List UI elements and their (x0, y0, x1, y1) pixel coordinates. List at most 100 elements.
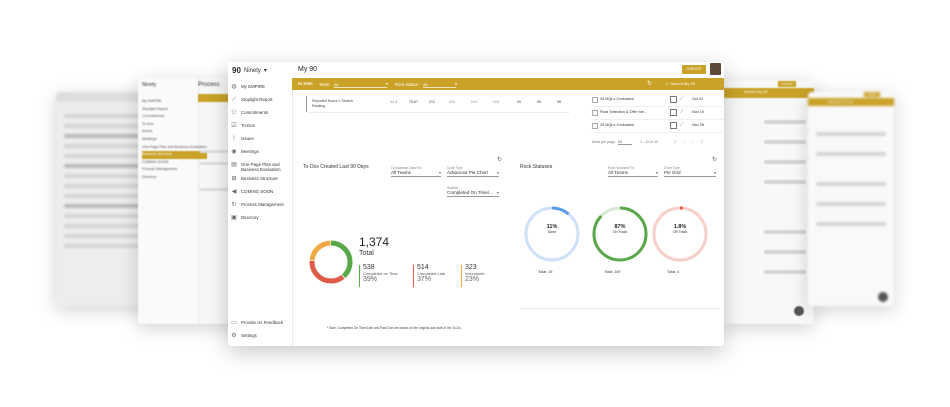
status-icon (670, 96, 677, 103)
topbar: My 90 CREATE (292, 62, 724, 78)
rock-name: 25 MQLs Contacted (600, 97, 634, 101)
sidebar-item-label: Settings (241, 333, 257, 338)
measurable-cell: 98 (557, 100, 561, 104)
trend-icon: ⟋ (680, 96, 684, 102)
gauge-status: Done (547, 230, 557, 234)
gauge-track (524, 206, 580, 262)
team-filter-select[interactable]: All (334, 81, 388, 88)
sidebar-item-business-structure[interactable]: ⊞ Business Structure (228, 174, 292, 187)
measurable-cell: N/A (471, 100, 477, 104)
status-icon (670, 109, 677, 116)
sidebar-item-process-management[interactable]: ↻ Process Management (228, 200, 292, 213)
sidebar-item-settings[interactable]: ⚙ Settings (228, 331, 292, 344)
statistic-select[interactable]: Statistic Completed On Time/... (447, 186, 499, 197)
first-page-icon[interactable]: |‹ (674, 139, 677, 145)
comparison-select[interactable]: Comparison Data For All Teams (391, 166, 441, 177)
bg-right-search: Search My 90 (744, 90, 768, 94)
sidebar-item-issues[interactable]: ! Issues (228, 134, 292, 147)
measurable-goal: >= 1 (390, 100, 398, 104)
todos-total-label: Total (359, 250, 374, 257)
todos-total-value: 1,374 (359, 235, 390, 249)
refresh-icon[interactable]: ↻ (497, 157, 503, 163)
team-filter-label: Team: (319, 81, 331, 87)
stat-label: Completed on Time (363, 271, 398, 276)
last-page-icon[interactable]: ›| (700, 139, 703, 145)
gauge-track (652, 206, 708, 262)
sidebar-item-label: To-Dos (241, 123, 255, 128)
items-per-page-label: Items per page: (592, 140, 616, 144)
gauge-status: On Track (612, 230, 628, 234)
gauge-on-track-text: 87% On Track (598, 224, 642, 234)
checkbox[interactable] (592, 97, 598, 103)
stat-percent: 23% (465, 276, 480, 283)
search-icon: ⌕ (666, 81, 669, 86)
checkbox[interactable] (592, 110, 598, 116)
sidebar-item-stoplight-report[interactable]: ⟋ Stoplight Report (228, 95, 292, 108)
gauge-done-text: 11% Done (530, 224, 574, 234)
chart-type-label: Chart Type (447, 166, 463, 170)
meeting-icon: ◉ (231, 149, 237, 155)
sidebar-item-label: Directory (241, 215, 259, 220)
comparison-label: Comparison Data For (391, 166, 422, 170)
checkbox[interactable] (592, 123, 598, 129)
rock-comparison-select[interactable]: Rock Statuses For All Teams (608, 166, 658, 177)
items-per-page-select[interactable]: 10 (618, 140, 632, 145)
rock-chart-type-value: Pie Grid (664, 170, 716, 177)
refresh-icon[interactable]: ↻ (647, 81, 653, 87)
next-page-icon[interactable]: › (692, 139, 694, 145)
sidebar-item-coming-soon[interactable]: ◀ COMING SOON (228, 187, 292, 200)
statistic-value: Completed On Time/... (447, 190, 499, 197)
sidebar-item-todos[interactable]: ☑ To-Dos (228, 121, 292, 134)
search-input[interactable]: ⌕ Search My 90 (666, 80, 720, 88)
brand[interactable]: 90 Ninety ▾ (232, 66, 267, 75)
sidebar-item-label: My EMPIRE (241, 84, 265, 89)
background-window-far-right: Search All To-Dos CREATE (808, 92, 894, 306)
bg-far-right-create: CREATE (864, 92, 880, 97)
prev-page-icon[interactable]: ‹ (684, 139, 686, 145)
list-item[interactable]: 25 MQLs Contacted ⟋ Oct 22 (590, 94, 724, 107)
avatar[interactable] (710, 63, 721, 75)
sidebar-item-one-page-plan[interactable]: ▤ One-Page Plan and Business Evaluation (228, 160, 292, 174)
rock-chart-type-label: Chart Type (664, 166, 680, 170)
rock-status-filter-label: Rock Status: (395, 81, 419, 87)
measurable-row[interactable]: Reported Hours > Search Ranking >= 1 75.… (306, 96, 570, 113)
list-item[interactable]: Final Selection & Offer Ne... ⟋ Nov 19 (590, 107, 724, 120)
create-button[interactable]: CREATE (682, 65, 706, 74)
rock-chart-type-select[interactable]: Chart Type Pie Grid (664, 166, 716, 177)
sidebar: 90 Ninety ▾ ◍ My EMPIRE ⟋ Stoplight Report… (228, 62, 293, 346)
measurable-total: 212 (429, 100, 435, 104)
todos-card: To-Dos Created Last 90 Days ↻ Comparison… (297, 157, 512, 338)
bg-left-title: Process (198, 82, 220, 88)
exclamation-icon: ! (233, 136, 235, 142)
sidebar-item-label: Business Structure (241, 176, 278, 181)
rock-gauges-chart (524, 206, 708, 262)
sidebar-item-directory[interactable]: ▣ Directory (228, 213, 292, 226)
megaphone-icon: ◀ (231, 189, 237, 195)
sidebar-nav: ◍ My EMPIRE ⟋ Stoplight Report ⚇ Commitment… (228, 82, 292, 226)
gauge-done-total: Total: 19 (538, 270, 553, 274)
sidebar-item-meetings[interactable]: ◉ Meetings (228, 147, 292, 160)
bg-right-create: CREATE (778, 81, 796, 87)
sidebar-item-label: COMING SOON (241, 189, 274, 194)
gauge-arc (652, 206, 708, 262)
chevron-down-icon: ▾ (263, 68, 267, 74)
measurable-cell: 90 (517, 100, 521, 104)
sidebar-item-commitments[interactable]: ⚇ Commitments (228, 108, 292, 121)
sidebar-item-label: Stoplight Report (241, 97, 273, 102)
list-item[interactable]: 25 MQLs Contacted ⟋ Nov 28 (590, 120, 724, 133)
rock-date: Oct 22 (692, 97, 704, 101)
filters-label: FILTERS (298, 82, 313, 86)
directory-icon: ▣ (231, 215, 237, 221)
chart-type-select[interactable]: Chart Type Advanced Pie Chart (447, 166, 499, 177)
sidebar-item-feedback[interactable]: ▭ Provide Us Feedback (228, 318, 292, 331)
donut-segment (309, 240, 353, 284)
gear-icon: ⚙ (231, 333, 237, 339)
refresh-icon[interactable]: ↻ (712, 157, 718, 163)
stat-label: Completed Late (417, 271, 446, 276)
search-placeholder: Search My 90 (670, 81, 695, 86)
sidebar-item-my-empire[interactable]: ◍ My EMPIRE (228, 82, 292, 95)
rock-status-filter-select[interactable]: All (423, 81, 457, 88)
background-window-right: Search My 90 CREATE (724, 80, 814, 324)
donut-segment (309, 240, 353, 284)
measurable-name: Reported Hours > Search Ranking (312, 99, 353, 108)
